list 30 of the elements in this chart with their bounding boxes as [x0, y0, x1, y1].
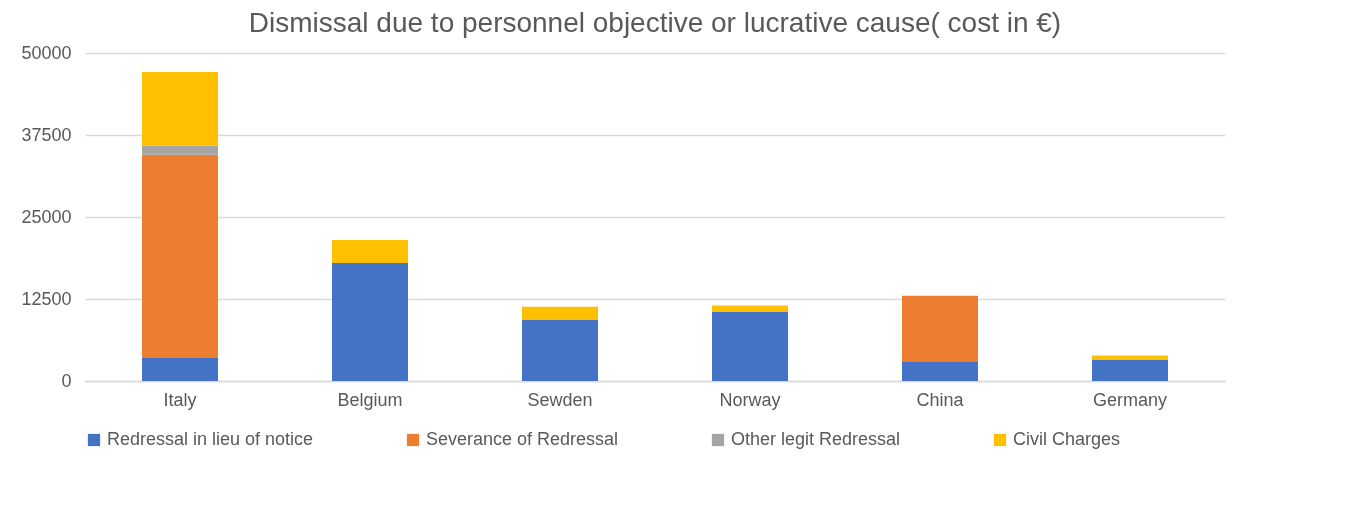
x-tick-label: China [916, 389, 965, 410]
bar [522, 319, 598, 381]
legend-label: Redressal in lieu of notice [107, 429, 314, 449]
x-tick-label: Sewden [527, 389, 593, 410]
x-tick-label: Italy [163, 389, 197, 410]
y-tick-label: 37500 [21, 124, 72, 145]
x-tick-label: Norway [719, 389, 781, 410]
bar [142, 154, 218, 359]
legend-label: Civil Charges [1013, 429, 1121, 449]
bar [332, 239, 408, 263]
y-tick-label: 50000 [21, 42, 72, 63]
bar [142, 145, 218, 155]
y-tick-label: 0 [61, 370, 72, 391]
bar [142, 358, 218, 381]
legend-label: Other legit Redressal [731, 429, 901, 449]
chart-title: Dismissal due to personnel objective or lucrative cause( cost in €) [248, 7, 1062, 38]
bar [142, 72, 218, 146]
bar [712, 312, 788, 381]
bar [902, 295, 978, 362]
y-tick-label: 25000 [21, 206, 72, 227]
y-tick-label: 12500 [21, 288, 72, 309]
bar [1092, 360, 1168, 381]
bar [1092, 355, 1168, 361]
bar [902, 361, 978, 381]
x-tick-label: Belgium [337, 389, 403, 410]
legend-label: Severance of Redressal [426, 429, 619, 449]
bar [332, 262, 408, 381]
x-tick-label: Germany [1092, 389, 1168, 410]
bar [712, 305, 788, 313]
bar [522, 306, 598, 320]
